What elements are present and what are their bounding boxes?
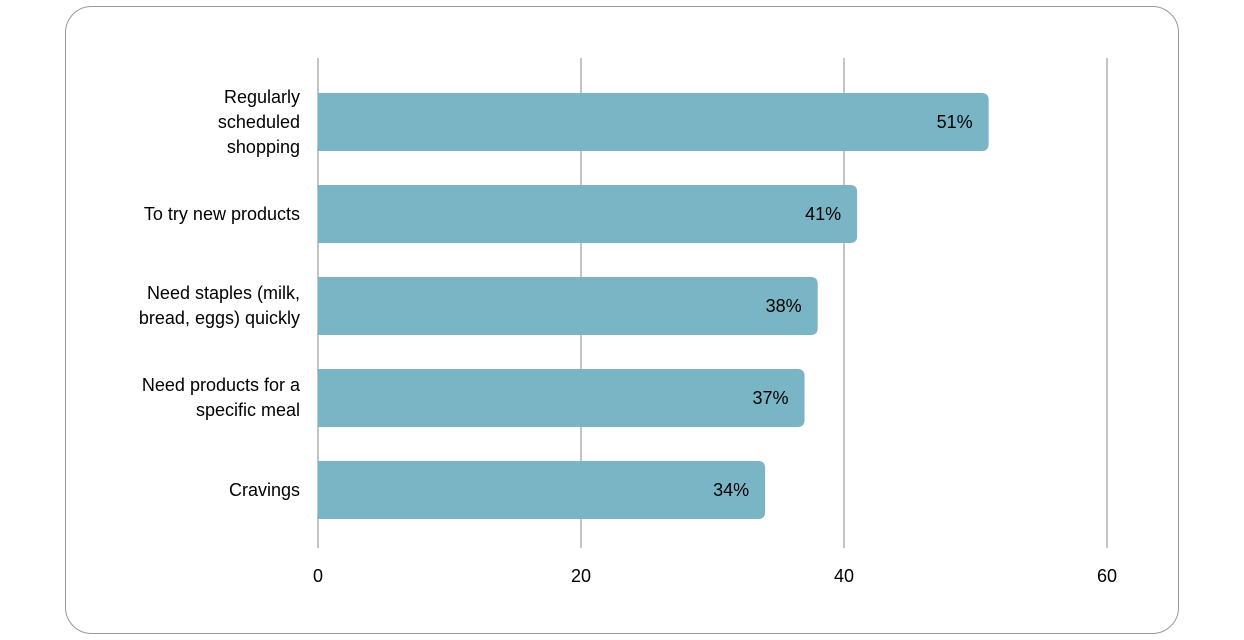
x-tick-label: 0 <box>313 566 323 586</box>
value-label: 34% <box>713 480 749 500</box>
value-label: 37% <box>753 388 789 408</box>
value-label: 51% <box>937 112 973 132</box>
bar <box>318 461 766 519</box>
y-tick-label: Regularly scheduled shopping <box>217 86 300 157</box>
bar <box>318 369 805 427</box>
bar <box>318 93 989 151</box>
value-label: 38% <box>766 296 802 316</box>
x-tick-label: 20 <box>571 566 591 586</box>
x-tick-label: 60 <box>1097 566 1117 586</box>
value-label: 41% <box>805 204 841 224</box>
y-tick-label: To try new products <box>143 203 300 224</box>
x-tick-label: 40 <box>834 566 854 586</box>
bar <box>318 277 818 335</box>
bar <box>318 185 858 243</box>
y-tick-label: Cravings <box>228 479 300 500</box>
y-tick-label: Need staples (milk, bread, eggs) quickly <box>138 283 300 328</box>
y-tick-label: Need products for a specific meal <box>141 375 300 420</box>
